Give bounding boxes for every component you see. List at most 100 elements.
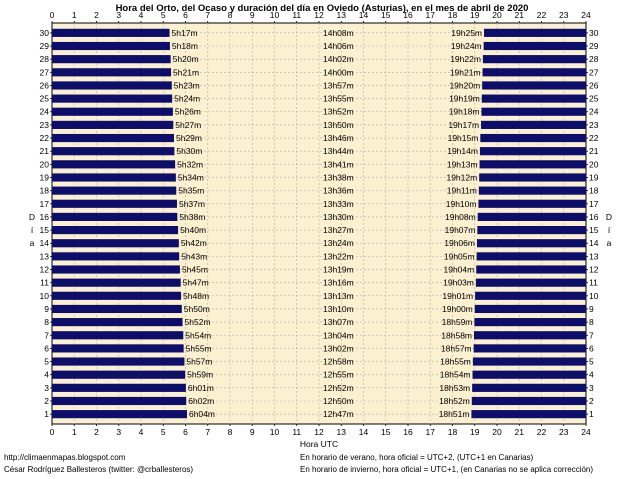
x-tick-label-bottom: 9 [250,427,255,437]
y-tick-label-left: 15 [40,225,50,235]
duration-label: 13h55m [323,94,354,104]
x-tick-label-bottom: 1 [72,427,77,437]
x-tick-label-bottom: 13 [337,427,347,437]
y-tick-label-left: 21 [40,146,50,156]
y-axis-label-left: Día [29,212,35,248]
y-tick-label-right: 29 [589,41,599,51]
sunrise-label: 6h01m [188,383,214,393]
x-tick-label-bottom: 6 [183,427,188,437]
sunset-label: 19h11m [447,186,477,196]
x-tick-label-top: 15 [381,10,391,20]
night-bar-morning [52,304,182,314]
footer-blog: http://climaenmapas.blogspot.com [4,453,126,462]
x-tick-label-top: 1 [72,10,77,20]
duration-label: 13h19m [323,265,354,275]
y-axis-label-char: D [606,212,612,222]
footer-author: César Rodríguez Ballesteros (twitter: @c… [4,465,194,474]
duration-label: 12h52m [323,383,354,393]
night-bar-evening [482,55,586,64]
night-bar-morning [52,265,180,274]
x-tick-label-top: 4 [139,10,144,20]
duration-label: 12h58m [323,357,354,367]
sunrise-label: 5h37m [179,199,205,209]
duration-label: 13h57m [323,80,354,90]
night-bar-morning [52,173,176,182]
sunrise-label: 5h29m [176,133,202,143]
duration-label: 14h06m [323,41,354,51]
x-tick-label-bottom: 8 [228,427,233,437]
night-bar-morning [52,41,170,51]
y-tick-label-left: 11 [40,278,49,288]
night-bar-morning [52,318,183,327]
night-bar-evening [476,239,586,248]
x-axis-label: Hora UTC [300,439,338,449]
y-tick-label-left: 23 [40,120,50,130]
x-tick-label-bottom: 12 [314,427,324,437]
x-tick-label-bottom: 19 [470,427,480,437]
duration-label: 13h07m [323,317,354,327]
night-bar-evening [476,265,586,274]
y-tick-label-left: 2 [44,396,49,406]
night-bar-evening [475,278,586,287]
y-tick-label-right: 15 [589,225,599,235]
night-bar-evening [479,160,586,169]
y-tick-label-left: 5 [44,357,49,367]
x-tick-label-top: 20 [492,10,502,20]
y-tick-label-left: 12 [40,265,50,275]
night-bar-evening [474,331,586,340]
x-tick-label-bottom: 22 [537,427,547,437]
duration-label: 13h02m [323,343,354,353]
sunrise-label: 6h02m [188,396,214,406]
sunset-label: 19h19m [449,94,480,104]
sunrise-label: 5h50m [184,304,210,314]
night-bar-evening [472,370,586,379]
sunset-label: 18h58m [441,330,472,340]
night-bar-morning [52,410,187,419]
y-tick-label-right: 14 [589,238,599,248]
y-tick-label-right: 18 [589,186,599,196]
x-tick-label-top: 14 [359,10,369,20]
duration-label: 13h24m [323,238,354,248]
night-bar-morning [52,239,179,248]
duration-label: 13h41m [323,159,354,169]
sunrise-label: 5h23m [174,80,200,90]
y-tick-label-left: 8 [44,317,49,327]
duration-label: 14h00m [323,67,354,77]
y-tick-label-left: 14 [40,238,50,248]
y-axis-label-char: a [30,238,35,248]
x-tick-label-bottom: 10 [270,427,280,437]
sunset-label: 18h52m [439,396,470,406]
duration-label: 12h50m [323,396,354,406]
duration-label: 13h46m [323,133,354,143]
night-bar-morning [52,68,172,77]
night-bar-morning [52,199,177,208]
sunset-label: 19h15m [448,133,479,143]
y-tick-label-left: 19 [40,172,50,182]
y-tick-label-left: 9 [44,304,49,314]
y-tick-label-left: 27 [40,67,50,77]
x-tick-label-top: 7 [205,10,210,20]
sunset-label: 19h10m [446,199,477,209]
sunrise-label: 5h45m [182,265,208,275]
night-bar-evening [480,133,586,143]
sunrise-label: 5h27m [175,120,201,130]
y-tick-label-right: 19 [589,172,599,182]
bars [52,28,586,419]
night-bar-morning [52,252,180,261]
x-tick-label-top: 21 [515,10,525,20]
sunset-label: 19h25m [451,28,482,38]
night-bar-morning [52,344,184,353]
night-bar-evening [478,199,586,208]
y-tick-label-right: 5 [589,357,594,367]
y-tick-label-right: 4 [589,370,594,380]
night-bar-evening [481,107,586,116]
y-tick-label-left: 26 [40,80,50,90]
x-tick-label-bottom: 18 [448,427,458,437]
sunrise-label: 5h30m [176,146,202,156]
y-tick-label-right: 6 [589,343,594,353]
y-tick-label-left: 29 [40,41,50,51]
sunrise-label: 5h26m [175,107,201,117]
y-axis-label-char: D [29,212,35,222]
y-tick-label-left: 6 [44,343,49,353]
x-tick-label-bottom: 0 [50,427,55,437]
